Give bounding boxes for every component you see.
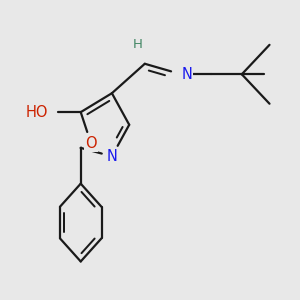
Text: H: H [133, 38, 143, 51]
Text: N: N [106, 149, 117, 164]
Text: O: O [85, 136, 97, 151]
Text: N: N [181, 67, 192, 82]
Text: HO: HO [25, 105, 48, 120]
